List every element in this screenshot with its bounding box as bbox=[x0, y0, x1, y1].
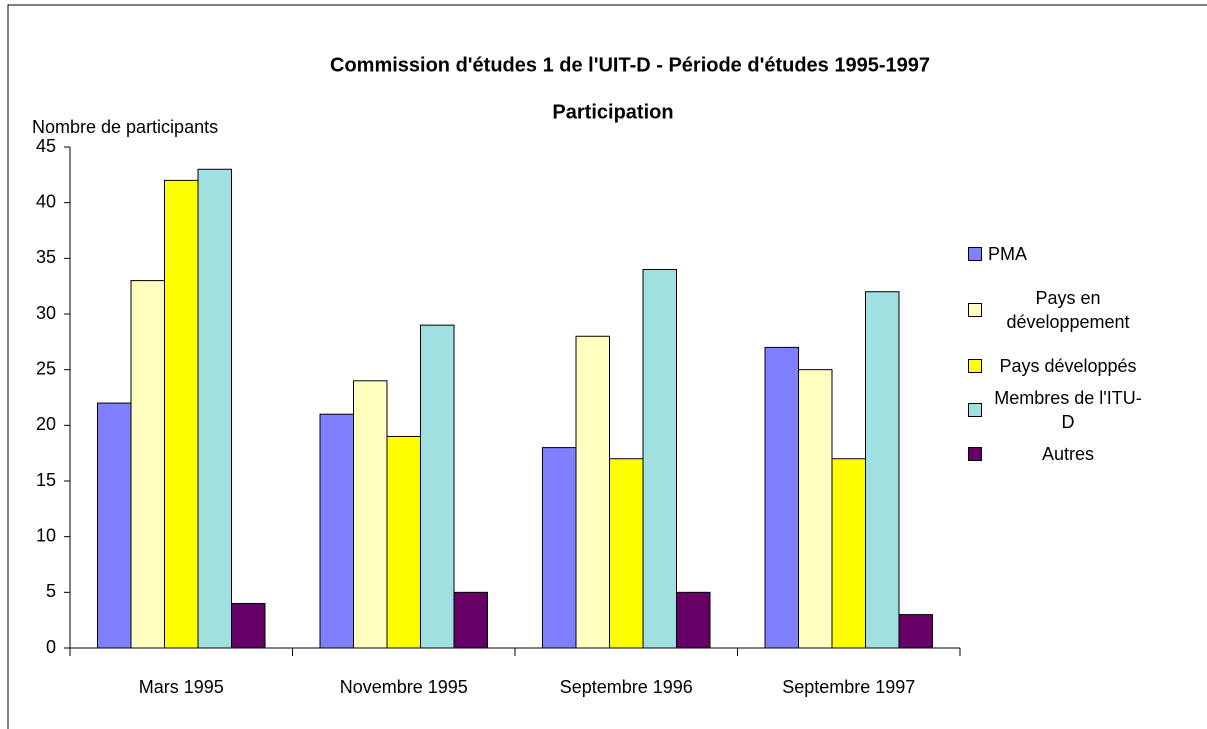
frame bbox=[7, 4, 1207, 729]
y-tick-label: 5 bbox=[46, 581, 56, 601]
legend-item: PMA bbox=[968, 232, 1204, 276]
bar bbox=[164, 179, 199, 649]
x-tick-label: Septembre 1997 bbox=[782, 677, 915, 697]
bar bbox=[676, 591, 711, 649]
chart-subtitle: Participation bbox=[552, 101, 673, 123]
bar bbox=[798, 369, 833, 649]
bar bbox=[575, 335, 610, 649]
bar bbox=[97, 402, 132, 649]
legend-swatch bbox=[968, 303, 982, 317]
y-tick-label: 35 bbox=[36, 247, 56, 267]
y-tick-label: 30 bbox=[36, 303, 56, 323]
legend-swatch bbox=[968, 403, 982, 417]
legend-label: PMA bbox=[988, 244, 1028, 264]
bar bbox=[642, 268, 677, 649]
bar bbox=[420, 324, 455, 649]
legend-label: Pays en développement bbox=[1006, 288, 1130, 332]
chart-title: Commission d'études 1 de l'UIT-D - Pério… bbox=[330, 54, 930, 76]
legend-label: Membres de l'ITU-D bbox=[994, 388, 1142, 432]
legend-item: Membres de l'ITU-D bbox=[968, 388, 1204, 432]
legend-item: Pays en développement bbox=[968, 276, 1204, 344]
y-tick-label: 0 bbox=[46, 637, 56, 657]
bar bbox=[542, 447, 577, 649]
bar bbox=[386, 435, 421, 649]
legend-label: Pays développés bbox=[999, 356, 1137, 376]
y-tick-label: 20 bbox=[36, 414, 56, 434]
y-axis-label: Nombre de participants bbox=[32, 117, 218, 137]
bar bbox=[353, 380, 388, 649]
bar bbox=[231, 602, 266, 649]
bar bbox=[453, 591, 488, 649]
y-tick-label: 10 bbox=[36, 525, 56, 545]
legend-swatch bbox=[968, 247, 982, 261]
legend-swatch bbox=[968, 359, 982, 373]
bar bbox=[319, 413, 354, 649]
y-tick-label: 45 bbox=[36, 136, 56, 156]
bar bbox=[898, 614, 933, 649]
legend: PMA Pays en développement Pays développés M… bbox=[968, 232, 1204, 476]
legend-item: Autres bbox=[968, 432, 1204, 476]
bar bbox=[764, 346, 799, 649]
bar bbox=[865, 291, 900, 649]
bar bbox=[609, 458, 644, 649]
x-tick-label: Novembre 1995 bbox=[340, 677, 468, 697]
bar bbox=[831, 458, 866, 649]
bar bbox=[197, 168, 232, 649]
legend-label: Autres bbox=[1041, 444, 1095, 464]
y-tick-label: 25 bbox=[36, 358, 56, 378]
bar bbox=[130, 280, 165, 649]
x-tick-label: Mars 1995 bbox=[139, 677, 224, 697]
legend-item: Pays développés bbox=[968, 344, 1204, 388]
x-tick-label: Septembre 1996 bbox=[560, 677, 693, 697]
y-tick-label: 15 bbox=[36, 470, 56, 490]
y-tick-label: 40 bbox=[36, 191, 56, 211]
legend-swatch bbox=[968, 447, 982, 461]
